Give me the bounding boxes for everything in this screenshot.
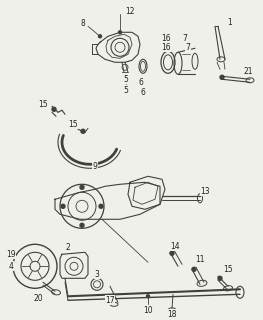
Text: 12: 12 <box>125 7 135 16</box>
Circle shape <box>52 107 56 111</box>
Circle shape <box>170 251 174 255</box>
Text: 1: 1 <box>227 18 232 27</box>
Text: 9: 9 <box>93 162 97 171</box>
Text: 13: 13 <box>200 187 210 196</box>
Text: 18: 18 <box>167 310 177 319</box>
Text: 20: 20 <box>33 294 43 303</box>
Circle shape <box>99 35 102 38</box>
Text: 10: 10 <box>143 306 153 315</box>
Text: 14: 14 <box>170 242 180 251</box>
Text: 15: 15 <box>38 100 48 109</box>
Circle shape <box>99 204 103 208</box>
Circle shape <box>218 276 222 280</box>
Text: 7: 7 <box>186 43 190 52</box>
Text: 4: 4 <box>9 262 13 271</box>
Text: 2: 2 <box>66 243 70 252</box>
Circle shape <box>80 185 84 189</box>
Text: 3: 3 <box>95 270 99 279</box>
Circle shape <box>61 204 65 208</box>
Text: 5: 5 <box>124 86 128 95</box>
Circle shape <box>81 129 85 133</box>
Text: 11: 11 <box>195 255 205 264</box>
Text: 6: 6 <box>139 78 143 87</box>
Circle shape <box>80 223 84 227</box>
Text: 6: 6 <box>140 88 145 97</box>
Circle shape <box>146 295 149 298</box>
Circle shape <box>119 31 122 34</box>
Circle shape <box>192 267 196 271</box>
Text: 5: 5 <box>124 75 128 84</box>
Text: 21: 21 <box>243 67 253 76</box>
Text: 16: 16 <box>161 43 171 52</box>
Text: 16: 16 <box>161 34 171 43</box>
Text: 7: 7 <box>183 34 188 43</box>
Text: 15: 15 <box>68 120 78 129</box>
Text: 17: 17 <box>105 296 115 305</box>
Text: 19: 19 <box>6 250 16 259</box>
Text: 8: 8 <box>81 19 85 28</box>
Text: 15: 15 <box>223 265 233 274</box>
Circle shape <box>220 75 224 79</box>
